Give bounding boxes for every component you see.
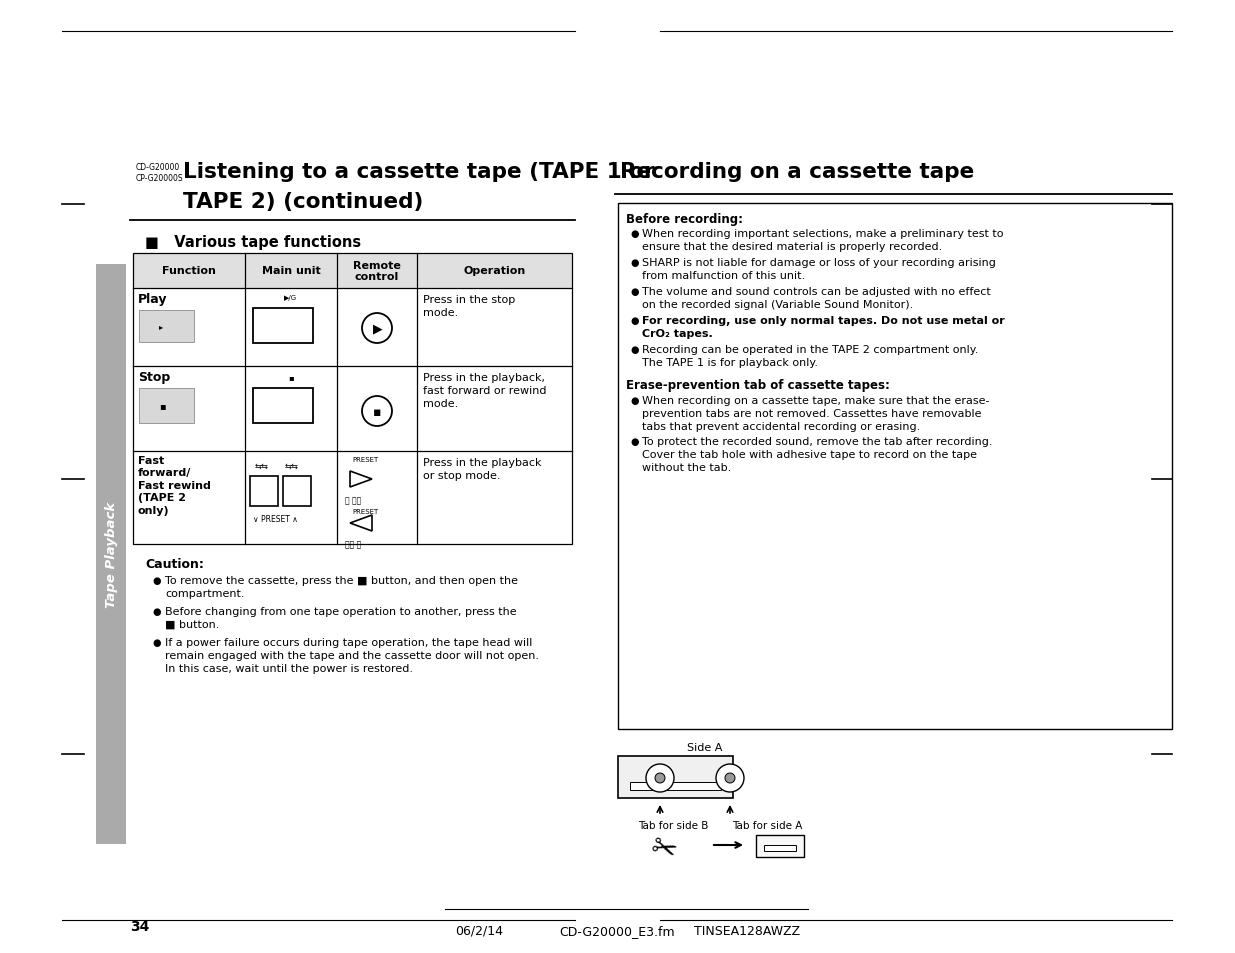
Text: PRESET: PRESET [352, 509, 378, 515]
Circle shape [646, 764, 674, 792]
Text: Before recording:: Before recording: [626, 213, 743, 226]
Bar [756, 835, 804, 857]
Text: Recording on a cassette tape: Recording on a cassette tape [620, 162, 974, 182]
Bar [283, 476, 311, 506]
Text: Side A: Side A [688, 742, 722, 752]
Circle shape [716, 764, 743, 792]
Bar [618, 757, 734, 799]
Text: ●: ● [630, 395, 638, 406]
Text: CD-G20000_E3.fm: CD-G20000_E3.fm [559, 924, 674, 937]
Text: ∨ PRESET ∧: ∨ PRESET ∧ [253, 515, 298, 523]
Text: ▶/G: ▶/G [284, 294, 298, 301]
Text: Play: Play [138, 293, 168, 306]
Text: ⇆⇆: ⇆⇆ [254, 461, 269, 471]
Text: ▪: ▪ [288, 373, 294, 381]
Text: ●: ● [630, 315, 638, 326]
Text: ⏩⏩ ⏭: ⏩⏩ ⏭ [345, 539, 362, 548]
Text: ●: ● [152, 576, 161, 585]
Text: 34: 34 [130, 919, 149, 933]
Text: ●: ● [630, 229, 638, 239]
Bar [618, 204, 1172, 729]
Text: The volume and sound controls can be adjusted with no effect
on the recorded sig: The volume and sound controls can be adj… [642, 287, 990, 310]
Bar [249, 476, 278, 506]
Text: Function: Function [162, 266, 216, 276]
Text: ✂: ✂ [646, 831, 680, 867]
Text: When recording important selections, make a preliminary test to
ensure that the : When recording important selections, mak… [642, 229, 1004, 252]
Text: Recording can be operated in the TAPE 2 compartment only.
The TAPE 1 is for play: Recording can be operated in the TAPE 2 … [642, 345, 978, 368]
Bar [253, 389, 312, 423]
Text: ●: ● [630, 257, 638, 268]
Text: PRESET: PRESET [352, 456, 378, 462]
Text: ▸: ▸ [159, 322, 163, 331]
Bar [140, 389, 194, 423]
Text: ●: ● [630, 287, 638, 296]
Text: Erase-prevention tab of cassette tapes:: Erase-prevention tab of cassette tapes: [626, 378, 890, 392]
Text: ⇆⇆: ⇆⇆ [285, 461, 299, 471]
Text: Fast
forward/
Fast rewind
(TAPE 2
only): Fast forward/ Fast rewind (TAPE 2 only) [138, 456, 211, 515]
Text: Tab for side B: Tab for side B [638, 821, 709, 830]
Text: ▶: ▶ [373, 322, 383, 335]
Text: ▪: ▪ [373, 405, 382, 418]
Text: TAPE 2) (continued): TAPE 2) (continued) [183, 192, 424, 212]
Text: Tape Playback: Tape Playback [105, 501, 117, 607]
Text: Stop: Stop [138, 371, 170, 384]
Text: 06/2/14: 06/2/14 [454, 924, 503, 937]
Bar [133, 253, 572, 544]
Text: Press in the stop
mode.: Press in the stop mode. [424, 294, 515, 318]
Text: Listening to a cassette tape (TAPE 1 or: Listening to a cassette tape (TAPE 1 or [183, 162, 655, 182]
Text: Press in the playback
or stop mode.: Press in the playback or stop mode. [424, 457, 541, 480]
Text: CP-G20000S: CP-G20000S [136, 173, 184, 183]
Text: When recording on a cassette tape, make sure that the erase-
prevention tabs are: When recording on a cassette tape, make … [642, 395, 989, 431]
Text: SHARP is not liable for damage or loss of your recording arising
from malfunctio: SHARP is not liable for damage or loss o… [642, 257, 995, 280]
Text: To protect the recorded sound, remove the tab after recording.
Cover the tab hol: To protect the recorded sound, remove th… [642, 436, 993, 472]
Bar [764, 845, 797, 851]
Text: TINSEA128AWZZ: TINSEA128AWZZ [694, 924, 800, 937]
Text: Press in the playback,
fast forward or rewind
mode.: Press in the playback, fast forward or r… [424, 373, 547, 409]
Bar [96, 265, 126, 844]
Circle shape [655, 773, 664, 783]
Bar [133, 253, 572, 289]
Text: Operation: Operation [463, 266, 526, 276]
Text: Tab for side A: Tab for side A [732, 821, 803, 830]
Text: ●: ● [152, 638, 161, 647]
Text: ⏮ ⏪⏪: ⏮ ⏪⏪ [345, 496, 362, 504]
Text: CD-G20000: CD-G20000 [136, 163, 180, 172]
Text: If a power failure occurs during tape operation, the tape head will
remain engag: If a power failure occurs during tape op… [165, 638, 538, 673]
Text: Remote
control: Remote control [353, 260, 401, 282]
Bar [630, 782, 721, 790]
Bar [140, 311, 194, 343]
Text: Caution:: Caution: [144, 558, 204, 571]
Text: ▪: ▪ [158, 400, 165, 411]
Text: For recording, use only normal tapes. Do not use metal or
CrO₂ tapes.: For recording, use only normal tapes. Do… [642, 315, 1005, 338]
Bar [253, 309, 312, 344]
Circle shape [725, 773, 735, 783]
Text: ●: ● [152, 606, 161, 617]
Text: Main unit: Main unit [262, 266, 320, 276]
Text: ■   Various tape functions: ■ Various tape functions [144, 234, 361, 250]
Text: To remove the cassette, press the ■ button, and then open the
compartment.: To remove the cassette, press the ■ butt… [165, 576, 517, 598]
Text: ●: ● [630, 436, 638, 447]
Text: Before changing from one tape operation to another, press the
■ button.: Before changing from one tape operation … [165, 606, 516, 629]
Text: ●: ● [630, 345, 638, 355]
